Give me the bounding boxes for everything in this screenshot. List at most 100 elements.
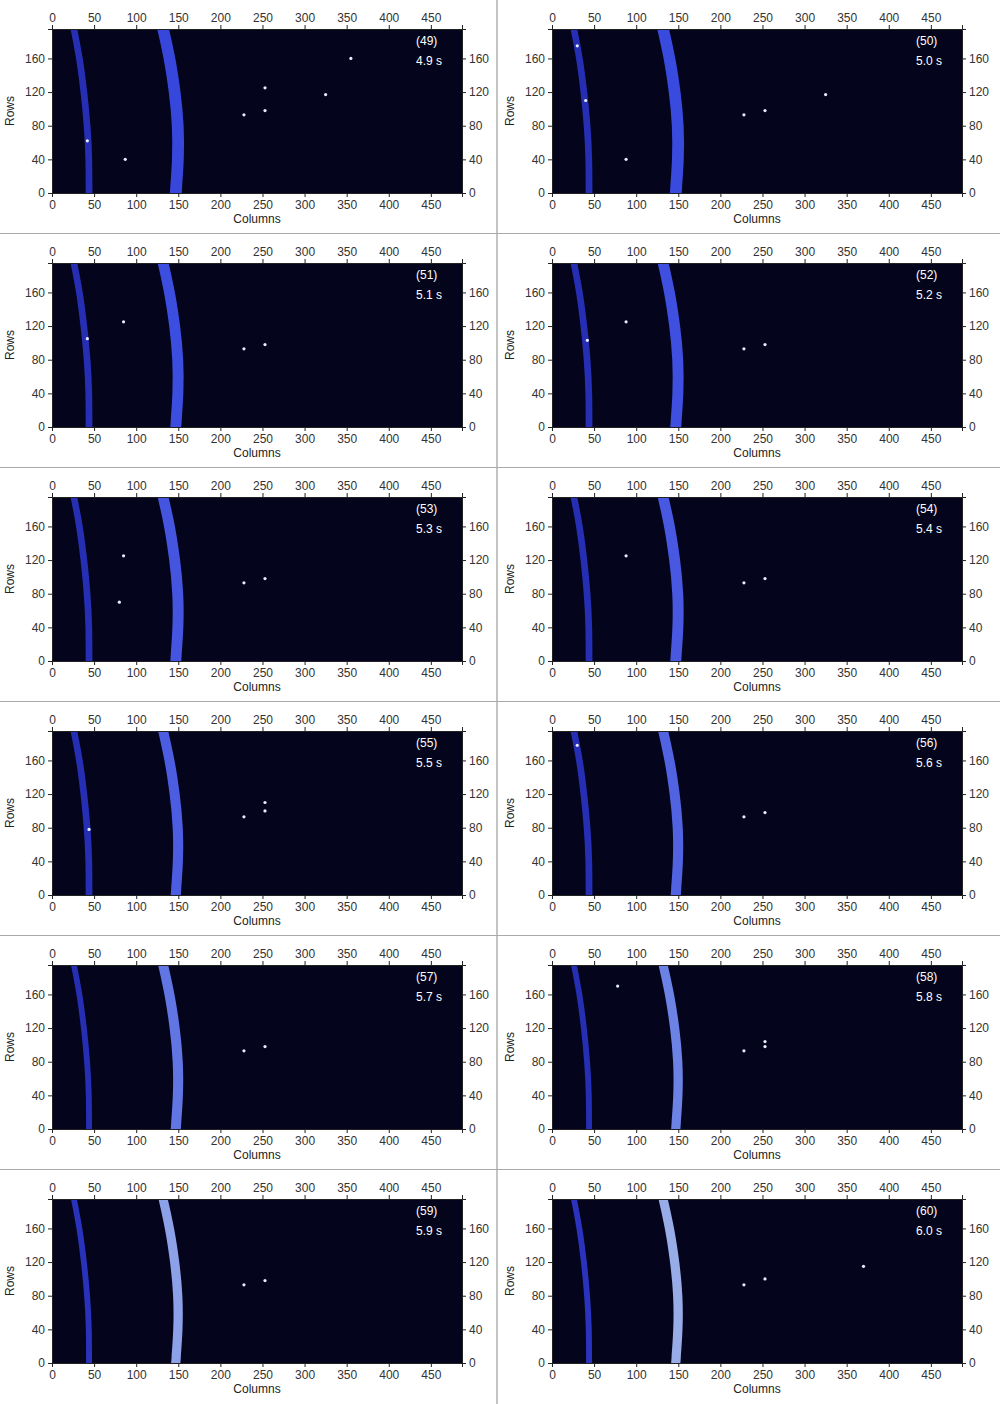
tick-label: 250: [753, 666, 773, 680]
tick: 50: [588, 947, 602, 965]
tick-label: 300: [795, 900, 815, 914]
tick-mark: [636, 961, 637, 965]
tick-label: 100: [127, 479, 147, 493]
tick-label: 80: [532, 821, 546, 835]
tick: 40: [32, 855, 52, 869]
tick-label: 300: [295, 666, 315, 680]
tick-mark: [48, 594, 52, 595]
tick: 80: [32, 1055, 52, 1069]
tick-label: 250: [253, 432, 273, 446]
tick: 150: [169, 479, 189, 497]
tick: 160: [462, 754, 489, 768]
tick: 250: [753, 713, 773, 731]
tick-mark: [94, 427, 95, 431]
axis: 04080120160: [962, 264, 989, 435]
tick-label: 400: [379, 1134, 399, 1148]
tick: 80: [32, 1289, 52, 1303]
tick-label: 150: [169, 1368, 189, 1382]
tick: 160: [962, 988, 989, 1002]
tick-label: 0: [49, 432, 56, 446]
tick: 0: [549, 1181, 556, 1199]
tick-label: 100: [127, 947, 147, 961]
axis-line: [53, 428, 463, 432]
tick-label: 100: [127, 198, 147, 212]
axis-title: Rows: [3, 564, 17, 594]
tick-mark: [48, 627, 52, 628]
tick-label: 160: [969, 1222, 989, 1236]
tick-mark: [548, 427, 552, 428]
axis-line: [963, 732, 967, 896]
tick-mark: [48, 661, 52, 662]
tick-label: 160: [525, 286, 545, 300]
tick-label: 400: [879, 900, 899, 914]
hot-spot: [763, 343, 766, 346]
tick: 120: [462, 319, 489, 333]
axis-line: [548, 30, 553, 194]
tick-mark: [389, 1363, 390, 1367]
tick-mark: [136, 1195, 137, 1199]
tick: 150: [669, 245, 689, 263]
tick: 300: [795, 193, 815, 212]
panel-divider: [0, 233, 1000, 234]
tick: 120: [962, 85, 989, 99]
tick-mark: [262, 727, 263, 731]
tick-label: 300: [795, 198, 815, 212]
tick-label: 0: [969, 654, 976, 668]
tick: 250: [753, 245, 773, 263]
tick-mark: [136, 427, 137, 431]
tick: 400: [379, 1181, 399, 1199]
tick-label: 300: [795, 1134, 815, 1148]
tick-mark: [962, 994, 966, 995]
tick: 150: [669, 947, 689, 965]
tick: 250: [753, 427, 773, 446]
tick-label: 160: [469, 286, 489, 300]
tick: 160: [525, 988, 552, 1002]
frame-label: (50): [916, 34, 937, 48]
tick-label: 40: [969, 1089, 983, 1103]
tick-mark: [847, 1195, 848, 1199]
panel: 0501001502002503003504004500501001502002…: [503, 479, 989, 694]
axis-line: [553, 896, 963, 900]
hot-spot: [122, 320, 125, 323]
tick: 350: [337, 895, 357, 914]
tick: 80: [462, 1055, 483, 1069]
tick-label: 300: [795, 713, 815, 727]
tick-label: 80: [969, 587, 983, 601]
tick-mark: [94, 193, 95, 197]
axis-line: [48, 732, 53, 896]
tick-label: 350: [337, 432, 357, 446]
tick-mark: [178, 961, 179, 965]
tick-mark: [962, 661, 966, 662]
band: [158, 1199, 182, 1363]
tick: 160: [25, 286, 52, 300]
tick-label: 200: [711, 1368, 731, 1382]
tick-mark: [220, 259, 221, 263]
tick-mark: [552, 25, 553, 29]
axis: 050100150200250300350400450: [549, 11, 962, 30]
tick-mark: [548, 594, 552, 595]
tick-label: 350: [837, 1134, 857, 1148]
tick: 150: [669, 661, 689, 680]
tick-label: 350: [837, 432, 857, 446]
tick-label: 100: [127, 432, 147, 446]
tick-mark: [762, 727, 763, 731]
tick-label: 40: [469, 1323, 483, 1337]
tick-mark: [347, 493, 348, 497]
tick-mark: [462, 159, 466, 160]
tick: 350: [337, 193, 357, 212]
tick-mark: [552, 961, 553, 965]
tick-mark: [548, 1296, 552, 1297]
tick-mark: [262, 1363, 263, 1367]
tick-label: 200: [211, 947, 231, 961]
plot-background: [52, 731, 462, 895]
tick: 200: [711, 479, 731, 497]
tick: 450: [421, 1129, 441, 1148]
tick-label: 80: [32, 587, 46, 601]
tick-label: 50: [588, 11, 602, 25]
tick-label: 400: [379, 245, 399, 259]
band: [71, 497, 93, 661]
tick: 0: [38, 1122, 52, 1136]
frame-label: (59): [416, 1204, 437, 1218]
tick: 50: [88, 11, 102, 29]
tick-label: 450: [921, 666, 941, 680]
